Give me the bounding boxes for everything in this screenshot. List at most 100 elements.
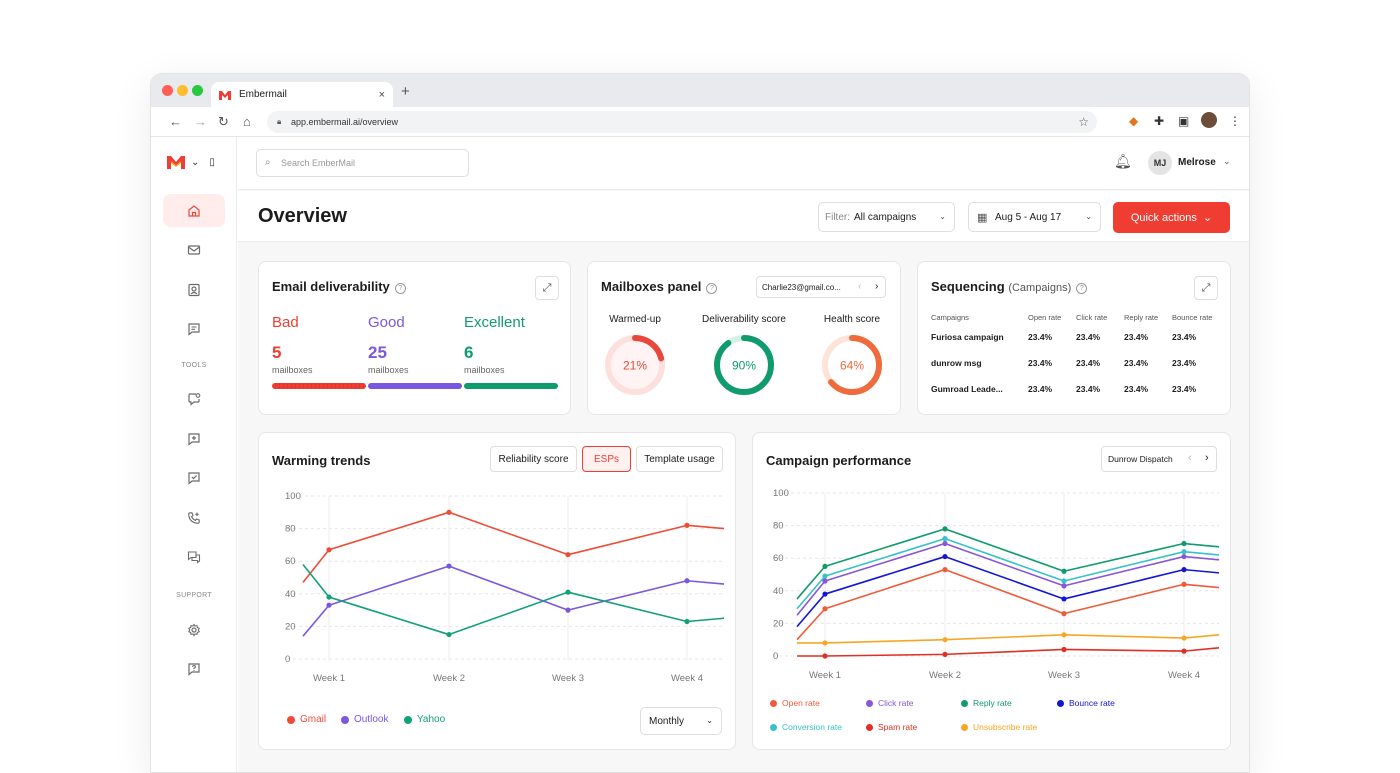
data-point: [822, 640, 828, 646]
chevron-right-icon[interactable]: ›: [1205, 452, 1209, 464]
metamask-extension-icon[interactable]: ◆: [1129, 114, 1139, 128]
legend-dot: [1057, 699, 1064, 707]
sidebar-item-help[interactable]: [163, 652, 225, 685]
tab-title: Embermail: [239, 89, 287, 100]
ring-progress: [714, 335, 774, 395]
mailbox-select[interactable]: Charlie23@gmail.co... ‹ ›: [756, 276, 886, 298]
sidebar-item-contacts[interactable]: [163, 273, 225, 306]
maximize-window-button[interactable]: [192, 85, 203, 96]
data-point: [1181, 648, 1187, 654]
legend-label: Spam rate: [878, 722, 918, 732]
tab-reliability-score[interactable]: Reliability score: [490, 446, 577, 472]
address-bar: ← → ↻ ⌂ 🔒︎ app.embermail.ai/overview ☆ ◆…: [151, 107, 1249, 137]
date-range-picker[interactable]: ▦ Aug 5 - Aug 17 ⌄: [968, 202, 1101, 232]
data-point: [822, 573, 828, 579]
reply-rate: 23.4%: [1124, 332, 1149, 342]
mailboxes-panel-card: Mailboxes panel? Charlie23@gmail.co... ‹…: [587, 261, 901, 415]
chevron-right-icon[interactable]: ›: [875, 281, 879, 292]
good-label: Good: [368, 314, 405, 331]
chevron-down-icon[interactable]: ⌄: [1223, 156, 1231, 166]
sequencing-table: Campaigns Open rate Click rate Reply rat…: [931, 310, 1220, 402]
tab-esps[interactable]: ESPs: [582, 446, 631, 472]
tab-template-usage[interactable]: Template usage: [636, 446, 723, 472]
minimize-window-button[interactable]: [177, 85, 188, 96]
search-input[interactable]: ⌕ Search EmberMail: [256, 149, 469, 177]
bad-bar: [272, 383, 366, 389]
sidebar-item-mail[interactable]: [163, 233, 225, 266]
campaign-name: dunrow msg: [931, 358, 982, 368]
excellent-label: Excellent: [464, 314, 525, 331]
data-point: [822, 578, 828, 584]
campaign-select[interactable]: Dunrow Dispatch ‹ ›: [1101, 446, 1217, 472]
sidebar-item-tool-chat[interactable]: [163, 382, 225, 415]
sidebar-item-phone[interactable]: [163, 501, 225, 534]
good-count: 25: [368, 343, 387, 362]
click-rate: 23.4%: [1076, 358, 1101, 368]
browser-tab[interactable]: Embermail ×: [211, 82, 393, 107]
sidebar-item-home[interactable]: [163, 194, 225, 227]
x-tick-label: Week 4: [1168, 670, 1200, 681]
data-point: [1061, 632, 1067, 638]
quick-actions-button[interactable]: Quick actions ⌄: [1113, 202, 1230, 233]
url-field[interactable]: 🔒︎ app.embermail.ai/overview ☆: [267, 111, 1097, 133]
period-select[interactable]: Monthly ⌄: [640, 707, 722, 735]
data-point: [942, 526, 948, 532]
bookmark-star-icon[interactable]: ☆: [1078, 115, 1089, 129]
home-nav-icon[interactable]: ⌂: [243, 114, 251, 129]
forward-icon[interactable]: →: [194, 114, 207, 129]
browser-menu-icon[interactable]: ⋮: [1229, 114, 1241, 128]
close-window-button[interactable]: [162, 85, 173, 96]
data-point: [1181, 549, 1187, 555]
check-chat-icon: [188, 471, 200, 485]
extensions-puzzle-icon[interactable]: ✚: [1154, 114, 1165, 128]
chevron-left-icon[interactable]: ‹: [1188, 452, 1192, 464]
sidebar-item-chat-bubbles[interactable]: [163, 540, 225, 573]
column-header: Bounce rate: [1172, 312, 1213, 322]
campaign-filter-select[interactable]: Filter: All campaigns ⌄: [818, 202, 955, 232]
sidebar-section-tools: TOOLS: [181, 362, 207, 369]
data-point: [1181, 635, 1187, 641]
help-icon[interactable]: ?: [394, 283, 406, 294]
card-title: Email deliverability?: [272, 279, 406, 294]
chevron-left-icon[interactable]: ‹: [858, 281, 862, 292]
chevron-down-icon: ⌄: [191, 156, 200, 168]
sidebar-item-settings[interactable]: [163, 613, 225, 646]
warming-trends-chart: 0 20 40 60 80 100 Week 1 Week 2 Week 3 Week 4: [285, 491, 725, 684]
new-tab-button[interactable]: +: [401, 83, 410, 100]
sidepanel-icon[interactable]: ▣: [1178, 114, 1190, 128]
campaign-performance-chart: 0 20 40 60 80 100 Week 1 Week 2 Week 3 Week 4: [773, 488, 1220, 681]
y-tick-label: 0: [285, 654, 290, 665]
sidebar-item-messages[interactable]: [163, 312, 225, 345]
series-line: [796, 542, 1220, 616]
notifications-bell-icon[interactable]: 🔔︎: [1114, 153, 1132, 169]
legend-label: Yahoo: [417, 714, 446, 725]
expand-icon[interactable]: ⤢: [535, 276, 559, 300]
table-row[interactable]: Gumroad Leade... 23.4% 23.4% 23.4% 23.4%: [931, 376, 1220, 402]
data-point: [1061, 611, 1067, 617]
data-point: [942, 540, 948, 547]
filter-label: Filter:: [825, 211, 850, 223]
expand-icon[interactable]: ⤢: [1194, 276, 1218, 300]
sidebar-item-add-chat[interactable]: [163, 422, 225, 455]
y-tick-label: 0: [773, 651, 778, 662]
workspace-switcher[interactable]: ⌄ ▯: [167, 155, 215, 169]
reload-icon[interactable]: ↻: [218, 114, 229, 129]
date-range-value: Aug 5 - Aug 17: [995, 211, 1062, 223]
profile-avatar-icon[interactable]: [1201, 112, 1217, 128]
browser-window: Embermail × + ← → ↻ ⌂ 🔒︎ app.embermail.a…: [150, 73, 1250, 773]
y-tick-label: 80: [285, 524, 296, 535]
user-name[interactable]: Melrose: [1178, 157, 1216, 168]
table-row[interactable]: Furiosa campaign 23.4% 23.4% 23.4% 23.4%: [931, 324, 1220, 350]
back-icon[interactable]: ←: [169, 114, 182, 129]
data-point: [565, 552, 571, 558]
sidebar-item-check-chat[interactable]: [163, 461, 225, 494]
table-row[interactable]: dunrow msg 23.4% 23.4% 23.4% 23.4%: [931, 350, 1220, 376]
avatar[interactable]: MJ: [1148, 151, 1172, 175]
ring-label-warmed-up: Warmed-up: [609, 314, 661, 325]
help-icon[interactable]: ?: [1076, 283, 1088, 294]
sidebar-toggle-icon[interactable]: ▯: [209, 156, 215, 168]
help-icon[interactable]: ?: [706, 283, 718, 294]
deliverability-excellent: Excellent 6 mailboxes: [464, 314, 558, 389]
legend-spam-rate: Spam rate: [866, 722, 917, 732]
tab-close-icon[interactable]: ×: [378, 88, 385, 101]
